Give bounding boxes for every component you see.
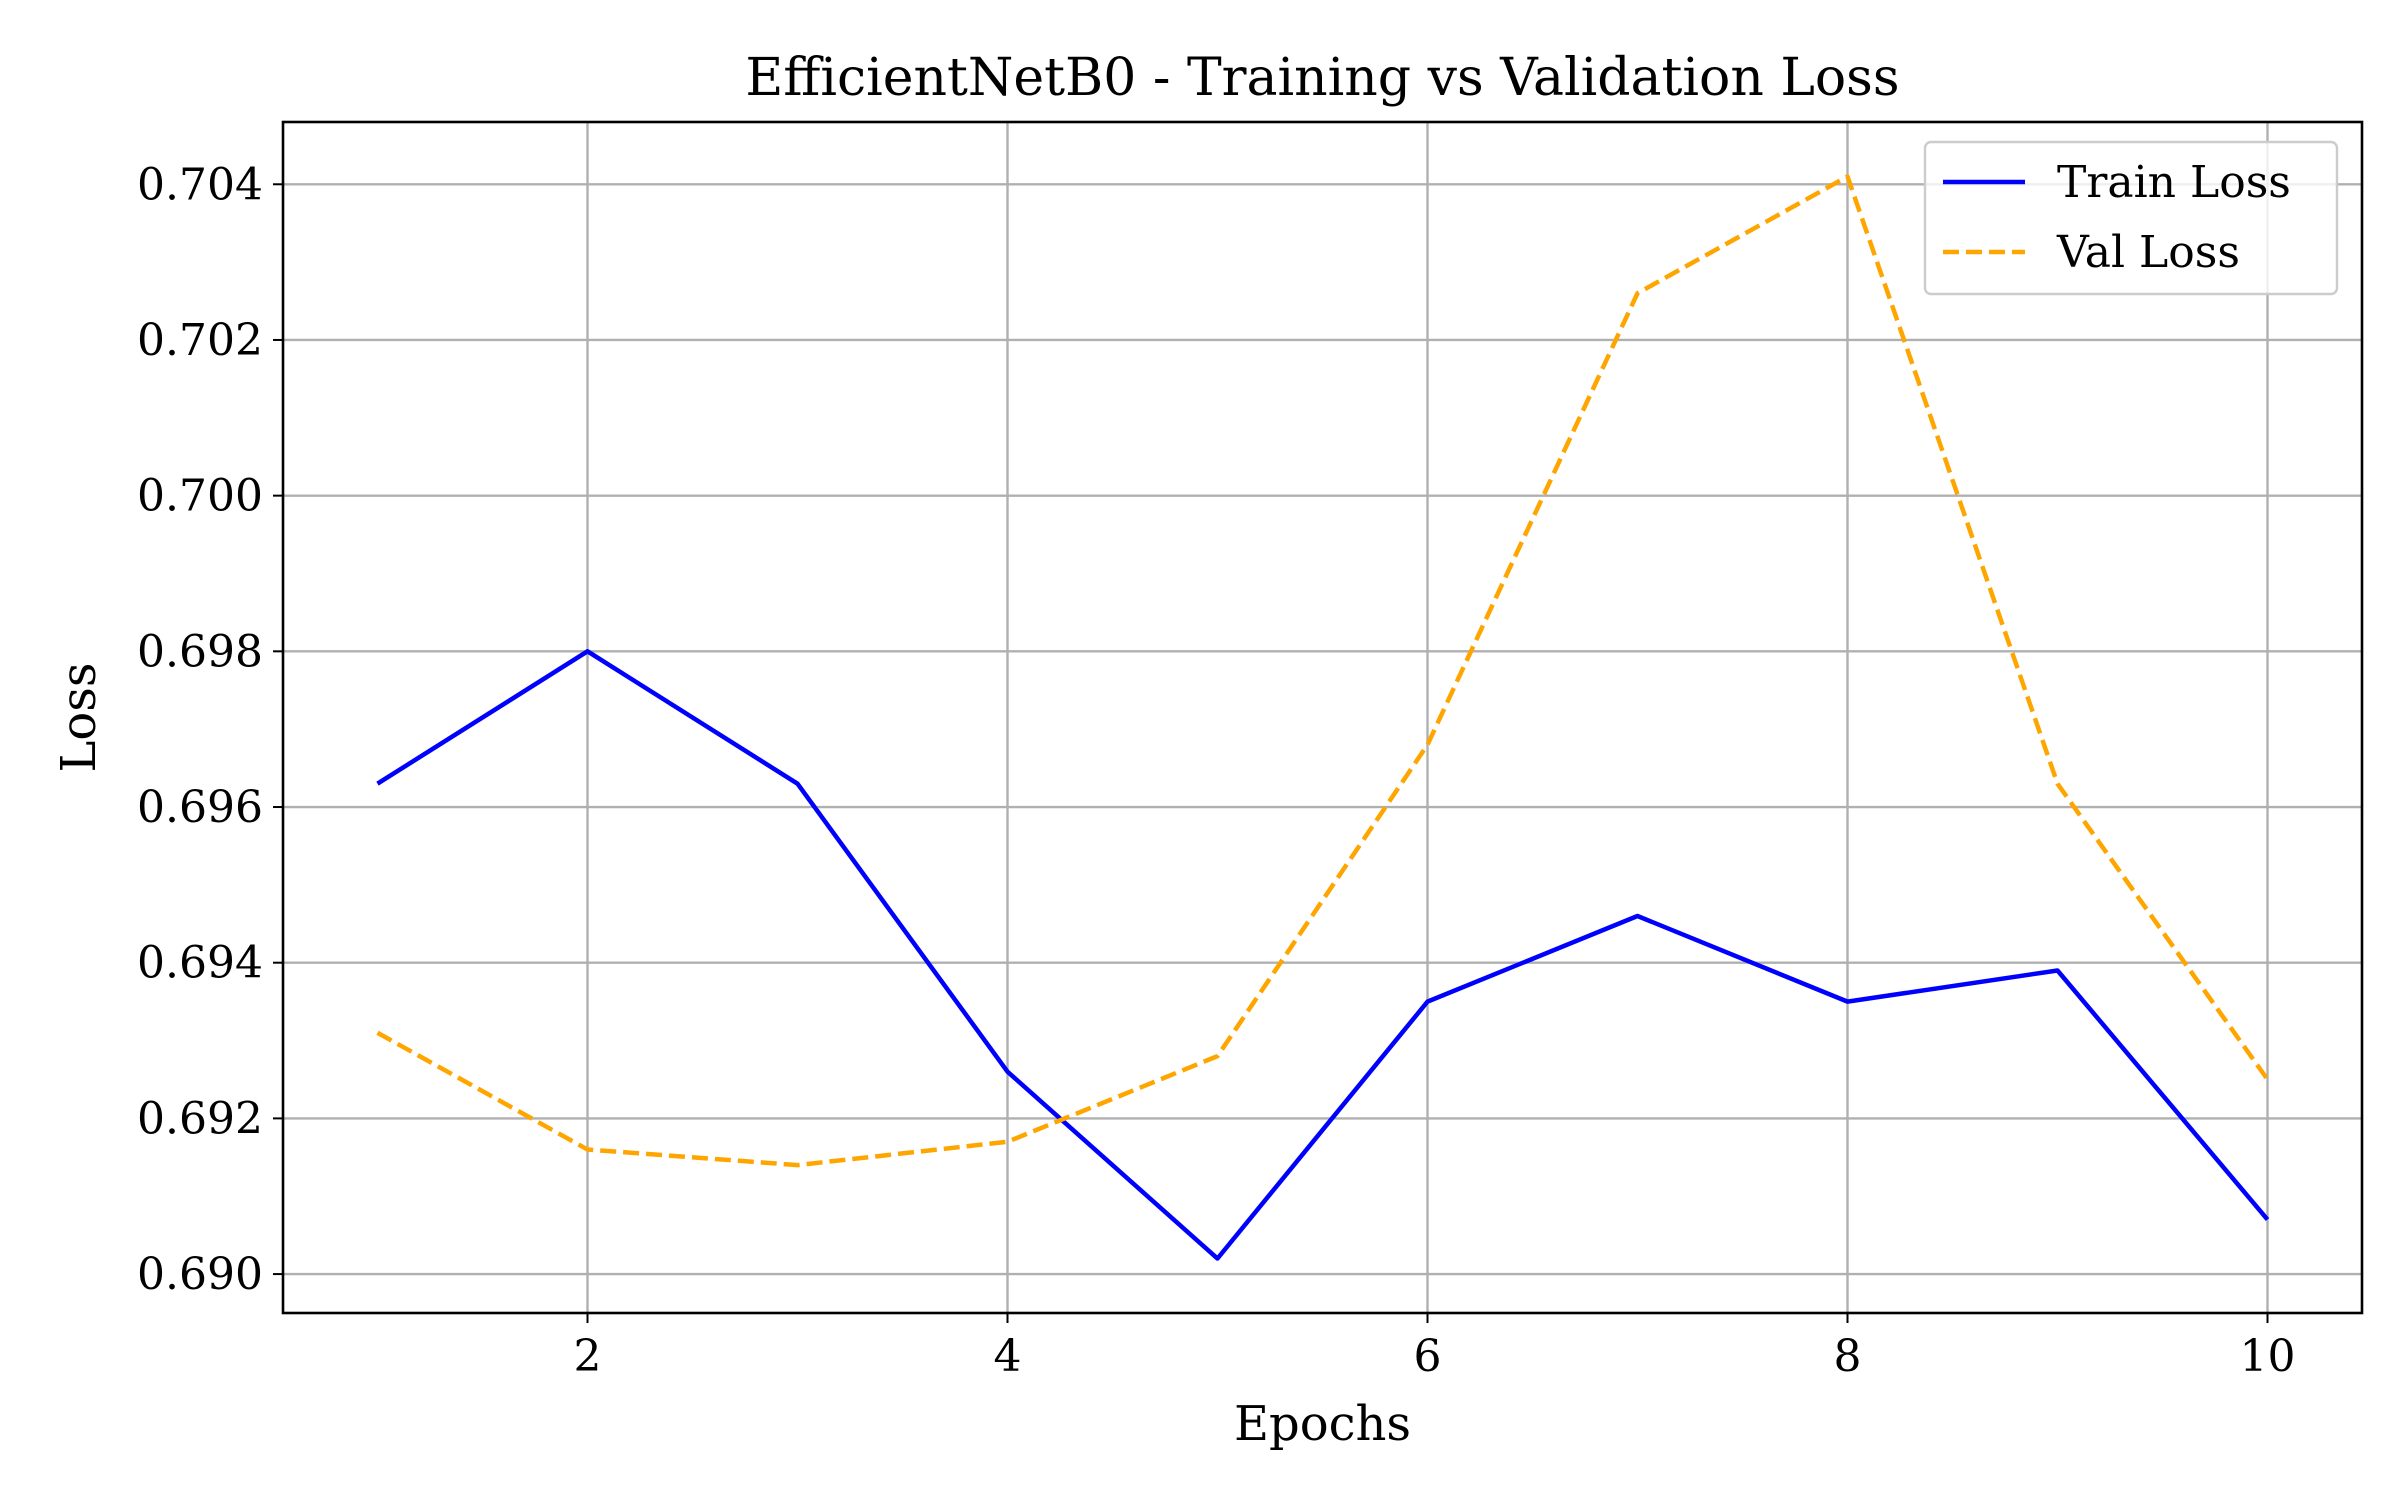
y-tick-label: 0.692 xyxy=(137,1093,263,1144)
y-tick-label: 0.694 xyxy=(137,938,263,989)
series-line-train-loss xyxy=(376,649,2270,1261)
y-tick-label: 0.702 xyxy=(137,315,263,366)
x-tick-label: 10 xyxy=(2240,1331,2296,1382)
y-tick-label: 0.700 xyxy=(137,471,263,522)
y-tick-label: 0.696 xyxy=(137,782,263,833)
x-tick-label: 4 xyxy=(994,1331,1022,1382)
legend: Train Loss Val Loss xyxy=(1923,140,2339,296)
x-axis-label: Epochs xyxy=(1234,1396,1411,1452)
y-tick-label: 0.704 xyxy=(137,159,263,210)
legend-label-train-loss: Train Loss xyxy=(2057,157,2291,208)
y-axis-label: Loss xyxy=(51,662,107,772)
x-tick-label: 6 xyxy=(1414,1331,1442,1382)
plot-frame xyxy=(281,120,2364,1315)
legend-box xyxy=(1923,140,2339,296)
y-tick-label: 0.690 xyxy=(137,1249,263,1300)
x-tick-label: 8 xyxy=(1834,1331,1862,1382)
chart-title: EfficientNetB0 - Training vs Validation … xyxy=(745,48,1899,108)
grid xyxy=(283,122,2362,1313)
series-line-val-loss xyxy=(376,174,2270,1168)
ticks: 2 4 6 8 10 0.690 0.692 0.694 0.696 0.698 0.700 0.70… xyxy=(137,159,2295,1382)
x-tick-label: 2 xyxy=(574,1331,602,1382)
series-lines xyxy=(376,174,2270,1261)
y-tick-label: 0.698 xyxy=(137,626,263,677)
legend-label-val-loss: Val Loss xyxy=(2056,227,2240,278)
